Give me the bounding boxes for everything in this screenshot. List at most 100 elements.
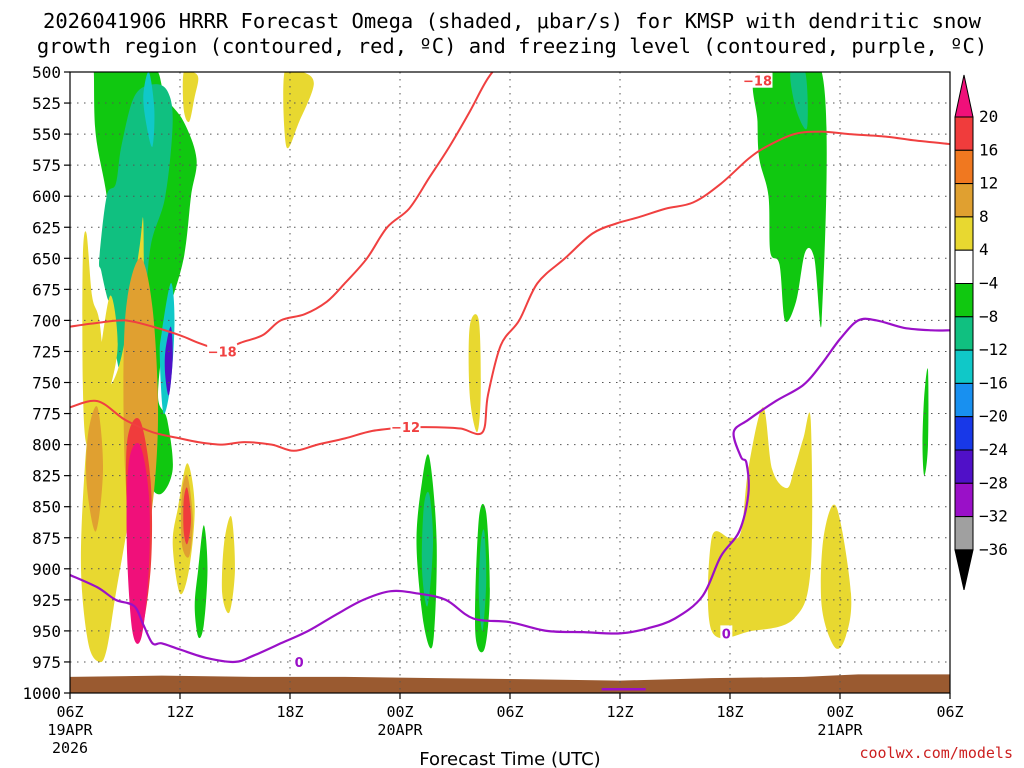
contour-labels: −18 −18 −12 0 0 xyxy=(207,72,773,671)
colorbar-band xyxy=(954,249,974,284)
colorbar-label: −24 xyxy=(979,440,1008,459)
omega-region xyxy=(143,72,155,147)
colorbar-label: −32 xyxy=(979,507,1008,526)
omega-region xyxy=(221,516,236,614)
colorbar-label: −4 xyxy=(979,274,998,293)
x-tick-label: 00Z xyxy=(386,703,413,721)
y-tick-label: 600 xyxy=(32,187,61,206)
omega-shading xyxy=(80,72,929,663)
x-tick-label: 12Z xyxy=(166,703,193,721)
y-tick-label: 525 xyxy=(32,94,61,113)
y-tick-label: 975 xyxy=(32,653,61,672)
colorbar-band xyxy=(954,416,974,451)
colorbar-label: 20 xyxy=(979,107,998,126)
freezing-level-label: 0 xyxy=(295,656,304,671)
x-tick-label: 06Z xyxy=(936,703,963,721)
colorbar-band xyxy=(954,382,974,418)
omega-region xyxy=(99,84,173,396)
x-tick-label: 06Z xyxy=(56,703,83,721)
colorbar-band xyxy=(954,516,974,551)
contour-label-background xyxy=(742,72,773,88)
y-tick-label: 950 xyxy=(32,622,61,641)
colorbar-band xyxy=(954,216,974,251)
colorbar-band xyxy=(954,316,974,351)
temp-contour-label: −12 xyxy=(391,421,420,436)
y-tick-label: 575 xyxy=(32,156,61,175)
omega-region xyxy=(707,407,813,639)
x-tick-date-label: 20APR xyxy=(377,721,423,739)
x-axis-label: Forecast Time (UTC) xyxy=(419,749,600,768)
colorbar-band-top xyxy=(954,74,974,118)
omega-region xyxy=(478,529,487,632)
colorbar: 20 16 12 8 4 −4 −8 −12 −16 −20 −24 −28 −32 −36 xyxy=(954,74,1008,591)
x-tick-label: 12Z xyxy=(606,703,633,721)
freezing-level-label: 0 xyxy=(722,627,731,642)
colorbar-label: 16 xyxy=(979,140,998,159)
y-tick-label: 800 xyxy=(32,436,61,455)
colorbar-label: −20 xyxy=(979,407,1008,426)
y-tick-label: 875 xyxy=(32,529,61,548)
temp-contour-line xyxy=(405,130,950,436)
x-tick-label: 18Z xyxy=(716,703,743,721)
omega-region xyxy=(283,72,314,149)
x-tick-label: 00Z xyxy=(826,703,853,721)
y-tick-label: 925 xyxy=(32,591,61,610)
colorbar-label: 8 xyxy=(979,207,989,226)
y-tick-label: 825 xyxy=(32,467,61,486)
omega-region xyxy=(752,72,827,328)
y-tick-label: 700 xyxy=(32,311,61,330)
colorbar-band xyxy=(954,349,974,384)
contour-label-background xyxy=(293,653,306,669)
temp-contour-line xyxy=(221,72,494,353)
temp-contour-label: −18 xyxy=(208,345,237,360)
temp-contour-line xyxy=(70,399,406,452)
y-tick-label: 625 xyxy=(32,218,61,237)
colorbar-band xyxy=(954,482,974,518)
freezing-level-line xyxy=(70,317,950,664)
colorbar-band xyxy=(954,449,974,484)
y-tick-label: 550 xyxy=(32,125,61,144)
temp-contour-line xyxy=(70,319,223,353)
y-tick-label: 775 xyxy=(32,405,61,424)
chart-title-line-1: 2026041906 HRRR Forecast Omega (shaded, … xyxy=(43,9,982,33)
x-tick-date-label: 19APR xyxy=(47,721,93,739)
colorbar-band xyxy=(954,116,974,151)
chart-title-line-2: growth region (contoured, red, ºC) and f… xyxy=(37,34,987,58)
x-tick-year-label: 2026 xyxy=(52,739,88,757)
y-tick-label: 750 xyxy=(32,374,61,393)
y-tick-label: 900 xyxy=(32,560,61,579)
omega-region xyxy=(468,314,481,433)
colorbar-label: −36 xyxy=(979,540,1008,559)
y-tick-label: 675 xyxy=(32,280,61,299)
contour-label-background xyxy=(207,343,238,359)
y-tick-label: 850 xyxy=(32,498,61,517)
omega-region xyxy=(820,504,852,649)
x-tick-label: 06Z xyxy=(496,703,523,721)
colorbar-band xyxy=(954,149,974,185)
omega-region xyxy=(182,72,199,123)
colorbar-band xyxy=(954,183,974,218)
colorbar-label: −8 xyxy=(979,307,998,326)
colorbar-label: 12 xyxy=(979,174,998,193)
x-tick-date-label: 21APR xyxy=(817,721,863,739)
y-tick-label: 650 xyxy=(32,249,61,268)
y-axis-ticks: 500 525 550 575 600 625 650 675 700 725 750 775 800 8… xyxy=(22,63,70,703)
contour-label-background xyxy=(390,419,421,435)
colorbar-band-bottom xyxy=(954,549,974,591)
omega-region xyxy=(86,406,104,532)
colorbar-band xyxy=(954,283,974,318)
colorbar-label: 4 xyxy=(979,240,989,259)
source-credit: coolwx.com/models xyxy=(859,744,1013,762)
x-tick-label: 18Z xyxy=(276,703,303,721)
y-tick-label: 1000 xyxy=(22,684,61,703)
omega-region xyxy=(164,326,173,396)
omega-region xyxy=(126,442,150,644)
omega-region xyxy=(922,368,929,476)
y-tick-label: 500 xyxy=(32,63,61,82)
omega-region xyxy=(183,487,191,545)
colorbar-label: −12 xyxy=(979,340,1008,359)
colorbar-label: −16 xyxy=(979,373,1008,392)
contour-label-background xyxy=(720,625,733,641)
